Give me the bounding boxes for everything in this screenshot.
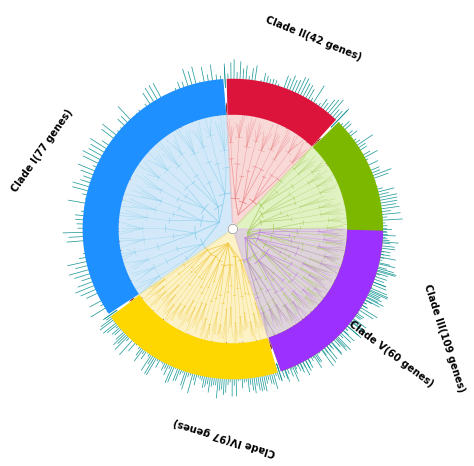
Polygon shape	[110, 106, 233, 300]
Polygon shape	[235, 141, 356, 346]
Polygon shape	[132, 233, 271, 352]
Text: Clade I(77 genes): Clade I(77 genes)	[9, 107, 74, 194]
Polygon shape	[235, 229, 356, 346]
Polygon shape	[227, 106, 318, 225]
Text: Clade II(42 genes): Clade II(42 genes)	[264, 15, 363, 63]
Text: Clade V(60 genes): Clade V(60 genes)	[346, 319, 435, 389]
Text: Clade IV(97 genes): Clade IV(97 genes)	[173, 417, 277, 458]
Circle shape	[228, 224, 237, 234]
Text: Clade III(109 genes): Clade III(109 genes)	[422, 283, 466, 394]
